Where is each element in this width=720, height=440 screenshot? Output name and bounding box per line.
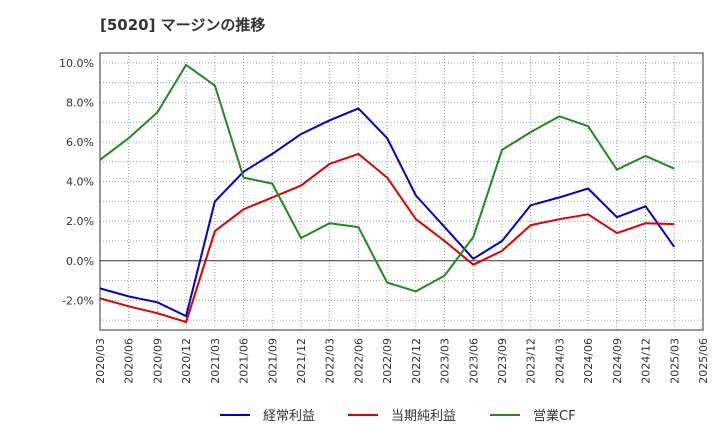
legend-label-3: 営業CF <box>533 408 576 424</box>
x-tick-label: 2023/06 <box>467 338 480 384</box>
x-tick-label: 2020/09 <box>151 338 164 384</box>
x-tick-label: 2021/12 <box>295 338 308 384</box>
x-tick-label: 2021/06 <box>238 338 251 384</box>
x-tick-label: 2024/06 <box>582 338 595 384</box>
chart-title: [5020] マージンの推移 <box>100 16 265 34</box>
x-tick-label: 2024/12 <box>640 338 653 384</box>
x-tick-label: 2020/03 <box>94 338 107 384</box>
x-tick-label: 2020/12 <box>180 338 193 384</box>
x-tick-label: 2023/12 <box>525 338 538 384</box>
x-tick-label: 2025/06 <box>697 338 710 384</box>
legend: 経常利益 当期純利益 営業CF <box>220 408 576 424</box>
plot-area: -2.0% 0.0% 2.0% 4.0% 6.0% 8.0% 10.0% 2020/03 202… <box>59 52 710 384</box>
legend-label-2: 当期純利益 <box>391 409 456 424</box>
y-tick-label: 6.0% <box>66 136 94 149</box>
x-tick-label: 2022/09 <box>381 338 394 384</box>
series-line-1 <box>99 107 676 318</box>
y-tick-label: -2.0% <box>62 294 94 307</box>
x-tick-label: 2023/03 <box>439 338 452 384</box>
y-tick-label: 8.0% <box>66 96 94 109</box>
x-tick-label: 2022/03 <box>324 338 337 384</box>
y-tick-label: 10.0% <box>59 57 94 70</box>
x-tick-label: 2023/09 <box>496 338 509 384</box>
legend-label-1: 経常利益 <box>263 409 315 424</box>
y-tick-label: 0.0% <box>66 255 94 268</box>
x-tick-label: 2025/03 <box>668 338 681 384</box>
x-tick-label: 2022/06 <box>352 338 365 384</box>
plot-background <box>100 53 703 330</box>
x-tick-label: 2021/03 <box>209 338 222 384</box>
x-tick-label: 2024/03 <box>553 338 566 384</box>
x-tick-label: 2022/12 <box>410 338 423 384</box>
series-line-2 <box>99 152 675 324</box>
plot-frame <box>99 52 704 331</box>
y-tick-label: 2.0% <box>66 215 94 228</box>
x-tick-label: 2020/06 <box>123 338 136 384</box>
x-tick-label: 2024/09 <box>611 338 624 384</box>
series-line-3 <box>99 63 675 293</box>
x-tick-label: 2021/09 <box>266 338 279 384</box>
y-tick-label: 4.0% <box>66 176 94 189</box>
